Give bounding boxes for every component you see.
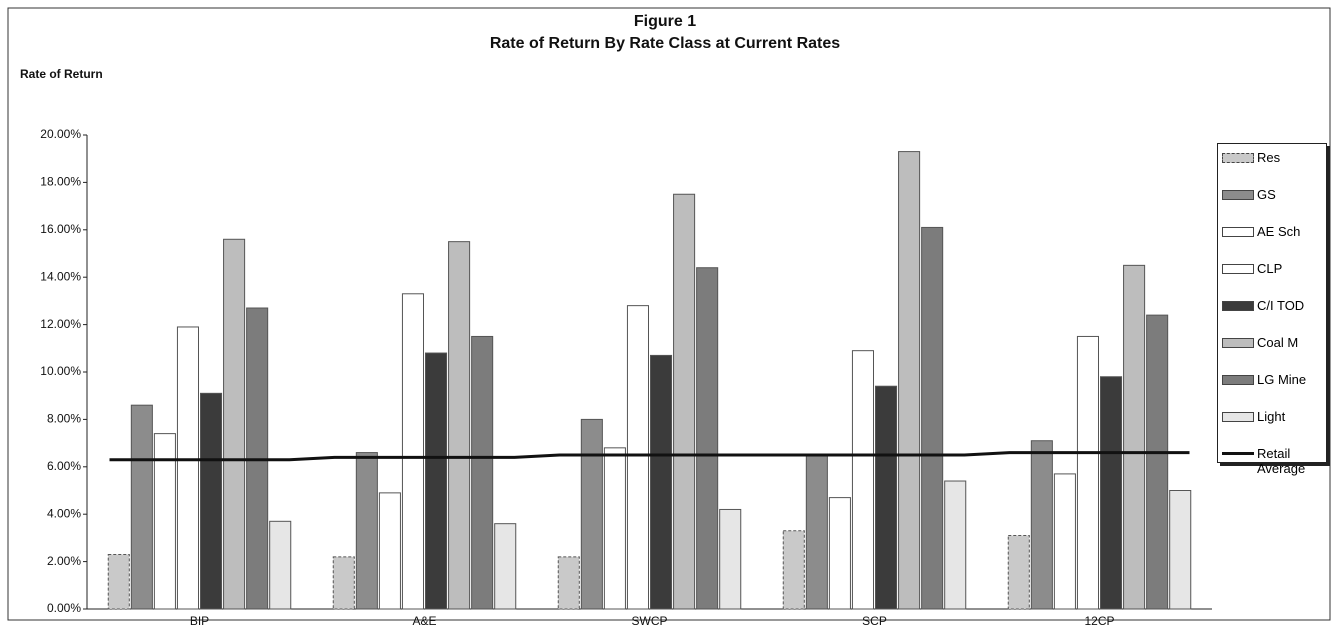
chart-title: Figure 1 <box>634 13 696 30</box>
bar <box>176 326 199 610</box>
bar <box>650 354 673 610</box>
legend-entry: AE Sch <box>1218 218 1326 255</box>
bar <box>898 151 921 610</box>
bar <box>557 556 580 610</box>
x-tick-label: SCP <box>862 614 887 628</box>
bar <box>921 226 944 610</box>
bar <box>828 497 851 610</box>
bar <box>673 193 696 610</box>
legend-label: Coal M <box>1257 335 1299 350</box>
legend-entry: CLP <box>1218 255 1326 292</box>
y-tick-label: 8.00% <box>47 412 81 426</box>
legend-entry: Retail Average <box>1218 440 1326 477</box>
legend-swatch <box>1222 452 1254 455</box>
legend-swatch <box>1222 153 1254 163</box>
legend-swatch <box>1222 375 1254 385</box>
bar <box>696 267 719 610</box>
bar <box>269 520 292 610</box>
legend-entry: GS <box>1218 181 1326 218</box>
bar <box>332 556 355 610</box>
legend-swatch <box>1222 264 1254 274</box>
legend-label: AE Sch <box>1257 224 1301 239</box>
legend-entry: LG Mine <box>1218 366 1326 403</box>
bar <box>425 352 448 610</box>
x-tick-label: SWCP <box>632 614 668 628</box>
y-tick-label: 6.00% <box>47 459 81 473</box>
bar <box>944 480 967 610</box>
bar <box>1123 264 1146 610</box>
bar <box>1100 376 1123 610</box>
x-tick-label: 12CP <box>1084 614 1114 628</box>
y-tick-label: 2.00% <box>47 554 81 568</box>
y-tick-label: 16.00% <box>40 222 81 236</box>
bar <box>200 392 223 610</box>
x-tick-label: BIP <box>190 614 209 628</box>
y-tick-label: 20.00% <box>40 127 81 141</box>
bar <box>875 385 898 610</box>
bar <box>580 418 603 610</box>
legend-label: Retail Average <box>1257 446 1306 476</box>
y-tick-label: 14.00% <box>40 269 81 283</box>
bar <box>153 433 176 610</box>
legend-swatch <box>1222 338 1254 348</box>
bar <box>494 523 517 610</box>
bar <box>1053 473 1076 610</box>
legend-entry: C/I TOD <box>1218 292 1326 329</box>
y-tick-label: 0.00% <box>47 601 81 615</box>
chart-subtitle: Rate of Return By Rate Class at Current … <box>490 35 840 52</box>
bar <box>626 305 649 610</box>
bar <box>355 452 378 610</box>
bar <box>378 492 401 610</box>
legend-label: C/I TOD <box>1257 298 1305 313</box>
bar <box>107 553 130 610</box>
legend-label: GS <box>1257 187 1276 202</box>
legend-label: LG Mine <box>1257 372 1307 387</box>
y-tick-label: 12.00% <box>40 317 81 331</box>
x-tick-label: A&E <box>412 614 436 628</box>
legend-label: Res <box>1257 150 1281 165</box>
y-tick-label: 10.00% <box>40 364 81 378</box>
legend-entry: Res <box>1218 144 1326 181</box>
bar <box>782 530 805 610</box>
bar <box>1146 314 1169 610</box>
bar <box>1076 335 1099 610</box>
bar <box>1030 440 1053 610</box>
y-axis-title: Rate of Return <box>20 67 103 81</box>
bar <box>1007 535 1030 610</box>
bar <box>223 238 246 610</box>
bar <box>448 241 471 610</box>
bar <box>805 454 828 610</box>
legend-label: CLP <box>1257 261 1283 276</box>
legend: Res GS AE Sch CLP C/I TOD Coal M LG Mine Light R… <box>1217 143 1327 476</box>
line-series <box>109 451 1190 462</box>
bar <box>603 447 626 610</box>
legend-swatch <box>1222 190 1254 200</box>
legend-entry: Light <box>1218 403 1326 440</box>
bar <box>401 293 424 610</box>
bar <box>719 508 742 610</box>
legend-label: Light <box>1257 409 1286 424</box>
bar <box>1169 490 1192 610</box>
y-tick-label: 4.00% <box>47 506 81 520</box>
bar <box>130 404 153 610</box>
bar <box>471 335 494 610</box>
legend-swatch <box>1222 301 1254 311</box>
legend-entry: Coal M <box>1218 329 1326 366</box>
frame <box>7 7 1331 621</box>
legend-swatch <box>1222 227 1254 237</box>
bar <box>851 350 874 610</box>
legend-swatch <box>1222 412 1254 422</box>
y-tick-label: 18.00% <box>40 175 81 189</box>
